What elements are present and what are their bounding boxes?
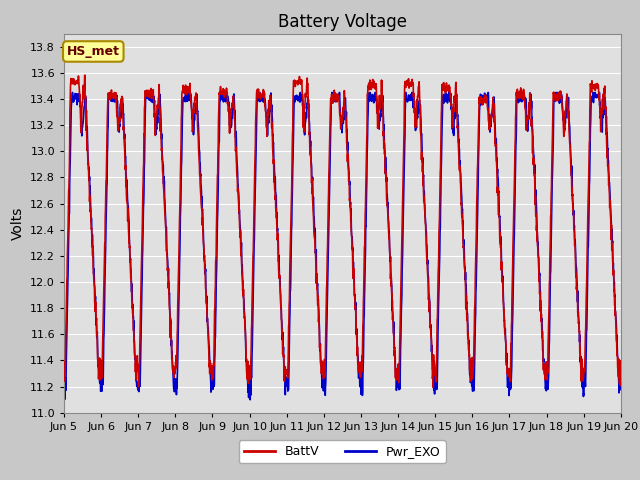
Title: Battery Voltage: Battery Voltage: [278, 12, 407, 31]
Legend: BattV, Pwr_EXO: BattV, Pwr_EXO: [239, 441, 446, 463]
Y-axis label: Volts: Volts: [10, 206, 24, 240]
Text: HS_met: HS_met: [67, 45, 120, 58]
